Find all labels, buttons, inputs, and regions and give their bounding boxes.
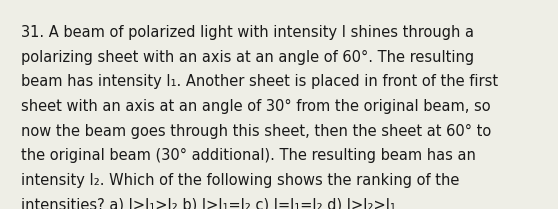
Text: 31. A beam of polarized light with intensity I shines through a: 31. A beam of polarized light with inten… [21,25,474,40]
Text: intensities? a) I>I₁>I₂ b) I>I₁=I₂ c) I=I₁=I₂ d) I>I₂>I₁: intensities? a) I>I₁>I₂ b) I>I₁=I₂ c) I=… [21,198,396,209]
Text: sheet with an axis at an angle of 30° from the original beam, so: sheet with an axis at an angle of 30° fr… [21,99,491,114]
Text: the original beam (30° additional). The resulting beam has an: the original beam (30° additional). The … [21,148,476,163]
Text: now the beam goes through this sheet, then the sheet at 60° to: now the beam goes through this sheet, th… [21,124,492,139]
Text: beam has intensity I₁. Another sheet is placed in front of the first: beam has intensity I₁. Another sheet is … [21,74,498,89]
Text: polarizing sheet with an axis at an angle of 60°. The resulting: polarizing sheet with an axis at an angl… [21,50,474,65]
Text: intensity I₂. Which of the following shows the ranking of the: intensity I₂. Which of the following sho… [21,173,460,188]
